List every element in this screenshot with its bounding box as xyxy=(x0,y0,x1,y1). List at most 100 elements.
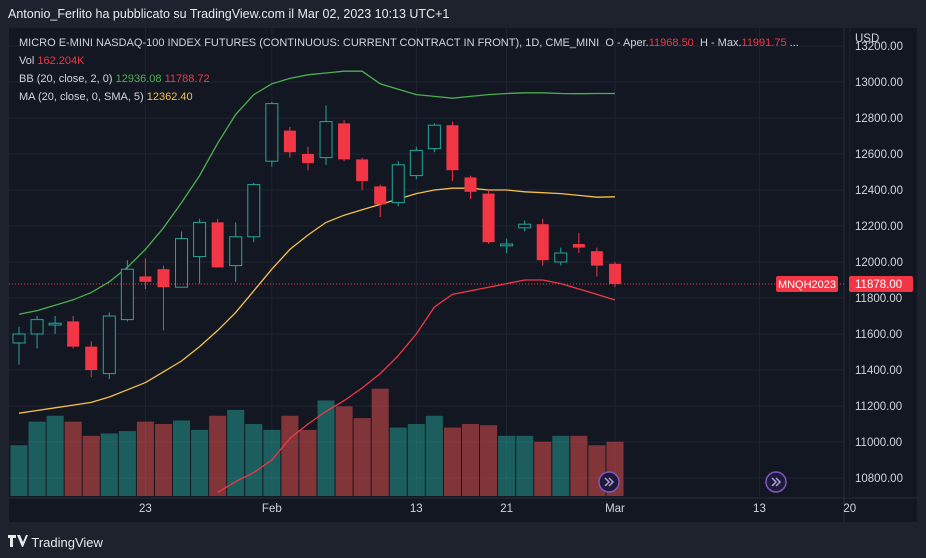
volume-bar xyxy=(28,421,46,496)
candle xyxy=(391,161,405,207)
candle xyxy=(554,247,568,266)
x-tick-label: 23 xyxy=(139,503,152,515)
volume-bar xyxy=(552,435,570,496)
bb-upper-path xyxy=(18,70,615,315)
volume-bars xyxy=(10,388,624,496)
candle-body xyxy=(175,238,189,288)
candle xyxy=(265,101,279,167)
tradingview-logo-icon xyxy=(8,528,28,558)
chart-legend: MICRO E-MINI NASDAQ-100 INDEX FUTURES (C… xyxy=(19,34,799,106)
candle xyxy=(157,265,170,331)
candle xyxy=(464,175,477,199)
candle-body xyxy=(356,159,369,181)
candle xyxy=(48,316,62,334)
legend-symbol: MICRO E-MINI NASDAQ-100 INDEX FUTURES (C… xyxy=(19,37,600,49)
ma-line xyxy=(18,187,616,414)
candle-body xyxy=(409,149,423,177)
candle xyxy=(572,233,585,253)
legend-symbol-row[interactable]: MICRO E-MINI NASDAQ-100 INDEX FUTURES (C… xyxy=(19,34,799,52)
bb-upper-line xyxy=(18,70,615,315)
volume-bar xyxy=(100,433,118,496)
x-tick-label: Feb xyxy=(262,503,282,515)
volume-bar xyxy=(335,406,353,496)
candle-body xyxy=(319,121,333,159)
candle-body xyxy=(247,184,261,238)
candle xyxy=(518,220,532,232)
bb-lower-path xyxy=(217,279,616,493)
dividend-event-icon-glyph xyxy=(604,477,615,487)
share-caption: Antonio_Ferlito ha pubblicato su Trading… xyxy=(0,0,926,28)
x-tick-label: 13 xyxy=(410,503,423,515)
candle xyxy=(30,316,44,349)
volume-bar xyxy=(245,424,263,496)
y-tick-label: 12400.00 xyxy=(855,185,903,197)
candle xyxy=(139,258,152,289)
candle xyxy=(536,218,549,266)
y-tick-label: 13000.00 xyxy=(855,77,903,89)
last-price-tag-bg xyxy=(849,275,913,292)
volume-bar xyxy=(10,445,28,496)
candle-body xyxy=(572,244,585,248)
candle-body xyxy=(120,268,134,321)
candle xyxy=(608,262,621,288)
candle xyxy=(85,341,98,378)
legend-ma-label: MA (20, close, 0, SMA, 5) xyxy=(19,91,144,103)
volume-bar xyxy=(136,421,154,496)
volume-bar xyxy=(46,415,64,496)
candle xyxy=(120,260,134,322)
legend-volume-row[interactable]: Vol 162.204K xyxy=(19,52,799,70)
candle xyxy=(175,231,189,288)
currency-label: USD xyxy=(855,33,879,45)
candle-body xyxy=(427,124,441,150)
volume-bar xyxy=(498,435,516,496)
candle-body xyxy=(391,164,405,204)
candle-body xyxy=(48,322,62,326)
x-tick-label: 21 xyxy=(500,503,513,515)
legend-bb-upper: 12936.08 xyxy=(115,73,162,85)
candle-body xyxy=(482,193,495,243)
candle xyxy=(247,182,261,243)
legend-vol-label: Vol xyxy=(19,55,35,67)
candle-body xyxy=(536,224,549,261)
candle xyxy=(446,121,459,181)
volume-bar xyxy=(480,425,498,496)
earnings-event-icon-glyph xyxy=(771,477,782,487)
price-axis[interactable]: 10800.00 11000.00 11200.00 11400.00 11600.00… xyxy=(855,33,903,485)
legend-ma-row[interactable]: MA (20, close, 0, SMA, 5) 12362.40 xyxy=(19,88,799,106)
candle xyxy=(211,218,224,268)
y-tick-label: 11600.00 xyxy=(855,329,902,341)
candle-body xyxy=(500,243,514,247)
volume-bar xyxy=(227,409,245,496)
legend-high-value: 11991.75 xyxy=(741,37,787,49)
bb-lower-line xyxy=(217,279,616,493)
legend-vol-value: 162.204K xyxy=(37,55,85,67)
volume-bar xyxy=(443,427,461,496)
y-tick-label: 10800.00 xyxy=(855,473,903,485)
legend-high-text: - Max. xyxy=(710,37,742,49)
volume-bar xyxy=(570,435,588,496)
candle xyxy=(427,123,441,153)
legend-ellipsis[interactable]: ... xyxy=(789,37,799,49)
legend-high-label: H xyxy=(699,37,708,49)
x-tick-label: 20 xyxy=(843,503,856,515)
time-axis[interactable]: 23 Feb 13 21 Mar 13 20 xyxy=(139,503,856,515)
y-tick-label: 11200.00 xyxy=(855,401,902,413)
volume-bar xyxy=(407,424,425,496)
candle-body xyxy=(446,125,459,171)
candle xyxy=(283,127,296,158)
candle-body xyxy=(211,222,224,268)
legend-bb-row[interactable]: BB (20, close, 2, 0) 12936.08 11788.72 xyxy=(19,70,799,88)
price-chart[interactable]: 10800.00 11000.00 11200.00 11400.00 11600.00… xyxy=(9,28,917,522)
candle xyxy=(67,316,80,349)
footer-brand: TradingView xyxy=(31,535,103,550)
candle-body xyxy=(102,315,116,375)
volume-bar xyxy=(516,435,534,496)
legend-bb-lower: 11788.72 xyxy=(164,73,210,85)
candle-body xyxy=(67,321,80,347)
volume-bar xyxy=(534,441,552,496)
chart-panel[interactable]: 10800.00 11000.00 11200.00 11400.00 11600.00… xyxy=(9,28,917,522)
y-tick-label: 12200.00 xyxy=(855,221,903,233)
dividend-event-icon xyxy=(598,471,620,493)
candle-body xyxy=(157,269,170,288)
last-price-tag: 11878.00 xyxy=(855,279,902,291)
